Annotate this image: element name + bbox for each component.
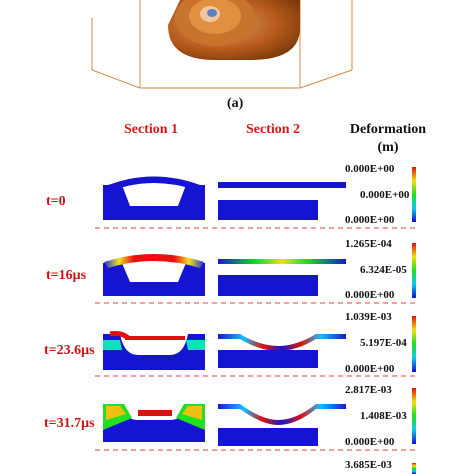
section1-row4 bbox=[103, 404, 205, 442]
colorbar-mid-row1: 0.000E+00 bbox=[360, 189, 410, 201]
colorbar-mid-row4: 1.408E-03 bbox=[360, 410, 407, 422]
colorbar-icon bbox=[412, 167, 416, 474]
colorbar-min-row4: 0.000E+00 bbox=[345, 436, 395, 448]
time-label-row4: t=31.7μs bbox=[44, 416, 95, 431]
cylinder-icon bbox=[91, 0, 353, 89]
subfigure-label: (a) bbox=[227, 96, 244, 111]
colorbar-min-row3: 0.000E+00 bbox=[345, 363, 395, 375]
colorbar-mid-row3: 5.197E-04 bbox=[360, 337, 407, 349]
colorbar-max-row1: 0.000E+00 bbox=[345, 163, 395, 175]
section2-row4 bbox=[218, 404, 346, 446]
deformation-header: Deformation bbox=[349, 122, 427, 137]
colorbar-max-row4: 2.817E-03 bbox=[345, 384, 392, 396]
section2-row1 bbox=[218, 182, 346, 220]
section1-row2 bbox=[103, 254, 205, 296]
time-label-row2: t=16μs bbox=[46, 268, 87, 283]
colorbar-min-row2: 0.000E+00 bbox=[345, 289, 395, 301]
colorbar-min-row1: 0.000E+00 bbox=[345, 214, 395, 226]
section2-row3 bbox=[218, 334, 346, 368]
section1-row3 bbox=[103, 331, 205, 370]
time-label-row3: t=23.6μs bbox=[44, 343, 95, 358]
colorbar-mid-row2: 6.324E-05 bbox=[360, 264, 407, 276]
section2-row2 bbox=[218, 259, 346, 296]
time-label-row1: t=0 bbox=[46, 194, 66, 209]
section1-row1 bbox=[103, 176, 205, 220]
colorbar-max-row5: 3.685E-03 bbox=[345, 459, 392, 471]
colorbar-max-row3: 1.039E-03 bbox=[345, 311, 392, 323]
colorbar-max-row2: 1.265E-04 bbox=[345, 238, 392, 250]
section1-header: Section 1 bbox=[124, 122, 179, 137]
section2-header: Section 2 bbox=[246, 122, 301, 137]
deformation-unit: (m) bbox=[377, 140, 399, 155]
